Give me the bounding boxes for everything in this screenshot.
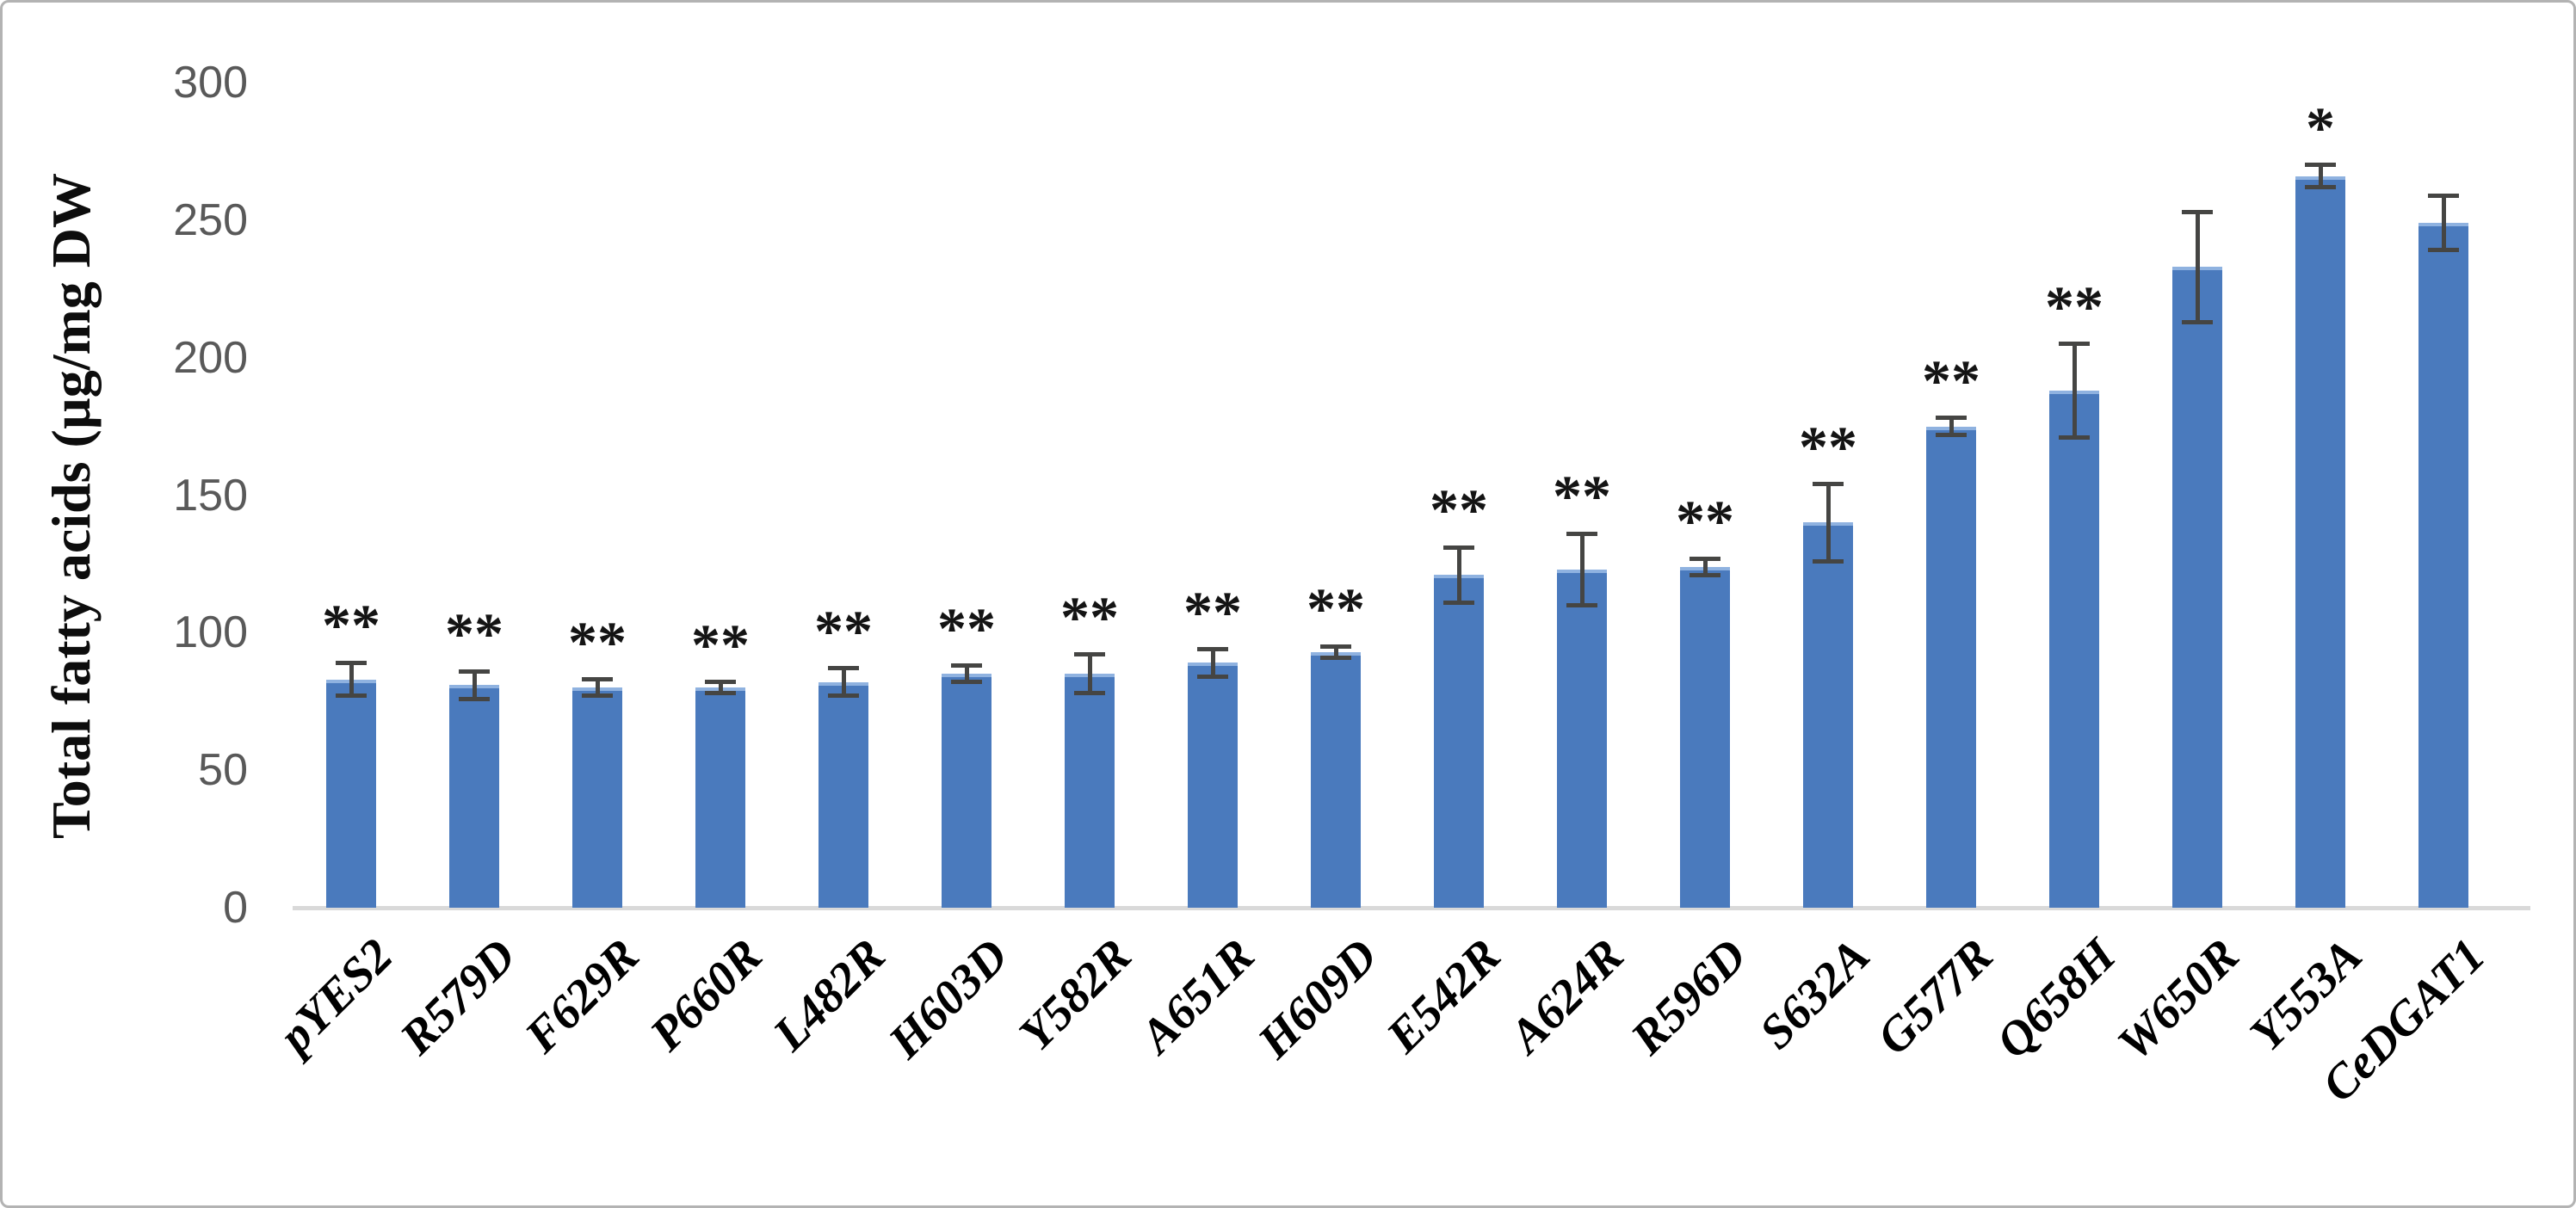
error-bar-R596D xyxy=(1702,558,1708,576)
bar-S632A xyxy=(1803,522,1853,908)
error-bar-cap xyxy=(1197,647,1228,651)
error-bar-cap xyxy=(336,660,367,665)
significance-marker-S632A: ** xyxy=(1799,413,1857,479)
bar-H609D xyxy=(1311,651,1361,908)
error-bar-cap xyxy=(1443,545,1474,550)
bar-Q658H xyxy=(2049,391,2099,908)
significance-marker-H603D: ** xyxy=(937,595,996,661)
error-bar-G577R xyxy=(1949,417,1954,435)
error-bar-L482R xyxy=(841,668,846,696)
y-tick-label: 100 xyxy=(173,607,248,658)
error-bar-cap xyxy=(2059,342,2090,347)
significance-marker-A624R: ** xyxy=(1553,463,1611,529)
error-bar-cap xyxy=(1566,602,1597,607)
error-bar-cap xyxy=(1197,674,1228,679)
bar-L482R xyxy=(819,681,868,908)
error-bar-cap xyxy=(459,696,490,701)
error-bar-cap xyxy=(1566,531,1597,536)
error-bar-cap xyxy=(1320,644,1351,649)
bar-A651R xyxy=(1188,663,1238,908)
error-bar-cap xyxy=(2182,319,2213,324)
significance-marker-R596D: ** xyxy=(1676,488,1734,554)
error-bar-cap xyxy=(2428,193,2459,198)
error-bar-R579D xyxy=(472,671,477,700)
y-tick-label: 0 xyxy=(223,883,248,933)
error-bar-cap xyxy=(582,677,613,682)
error-bar-cap xyxy=(1813,482,1844,487)
bar-F629R xyxy=(572,687,622,908)
significance-marker-L482R: ** xyxy=(814,597,873,663)
error-bar-cap xyxy=(1813,558,1844,564)
error-bar-cap xyxy=(705,680,736,685)
bar-W650R xyxy=(2172,267,2222,908)
error-bar-CeDGAT1 xyxy=(2441,195,2446,250)
significance-marker-A651R: ** xyxy=(1183,578,1242,644)
error-bar-cap xyxy=(2059,435,2090,440)
significance-marker-P660R: ** xyxy=(691,611,750,677)
x-axis-line xyxy=(293,906,2530,910)
error-bar-cap xyxy=(951,680,982,685)
error-bar-cap xyxy=(2428,248,2459,253)
error-bar-cap xyxy=(828,693,859,699)
error-bar-Y582R xyxy=(1087,654,1092,693)
bar-R596D xyxy=(1680,566,1730,908)
error-bar-cap xyxy=(1690,556,1720,561)
significance-marker-Y553A: * xyxy=(2306,94,2335,160)
error-bar-cap xyxy=(2305,184,2336,189)
error-bar-S632A xyxy=(1825,484,1831,562)
error-bar-cap xyxy=(336,693,367,699)
significance-marker-pYES2: ** xyxy=(322,592,380,658)
error-bar-cap xyxy=(1936,416,1967,421)
y-tick-label: 50 xyxy=(198,745,248,796)
error-bar-cap xyxy=(1443,600,1474,605)
error-bar-cap xyxy=(1074,691,1105,696)
bar-A624R xyxy=(1557,569,1607,908)
significance-marker-F629R: ** xyxy=(568,608,627,675)
y-tick-label: 250 xyxy=(173,194,248,245)
significance-marker-Y582R: ** xyxy=(1060,583,1119,650)
bar-CeDGAT1 xyxy=(2418,223,2468,908)
error-bar-P660R xyxy=(718,681,723,693)
error-bar-W650R xyxy=(2195,212,2200,323)
y-tick-label: 200 xyxy=(173,332,248,383)
error-bar-E542R xyxy=(1456,547,1461,603)
significance-marker-Q658H: ** xyxy=(2045,273,2103,339)
bar-R579D xyxy=(449,685,499,908)
bar-P660R xyxy=(695,687,745,908)
y-tick-label: 150 xyxy=(173,470,248,521)
bar-E542R xyxy=(1434,575,1484,908)
significance-marker-H609D: ** xyxy=(1307,576,1365,642)
error-bar-A624R xyxy=(1579,533,1585,606)
error-bar-cap xyxy=(1690,572,1720,577)
error-bar-cap xyxy=(1074,652,1105,657)
error-bar-pYES2 xyxy=(349,663,354,696)
error-bar-A651R xyxy=(1210,649,1215,677)
error-bar-cap xyxy=(951,663,982,669)
error-bar-cap xyxy=(828,666,859,671)
significance-marker-R579D: ** xyxy=(445,601,503,667)
bar-pYES2 xyxy=(326,679,376,908)
error-bar-Y553A xyxy=(2318,164,2323,188)
error-bar-cap xyxy=(1320,655,1351,660)
error-bar-F629R xyxy=(595,679,600,696)
significance-marker-E542R: ** xyxy=(1430,477,1488,543)
bar-Y553A xyxy=(2295,176,2345,908)
error-bar-H609D xyxy=(1333,646,1338,658)
bar-Y582R xyxy=(1065,674,1115,908)
error-bar-Q658H xyxy=(2072,343,2077,438)
error-bar-cap xyxy=(459,669,490,674)
error-bar-cap xyxy=(582,693,613,699)
bar-G577R xyxy=(1926,426,1976,908)
y-tick-label: 300 xyxy=(173,58,248,108)
error-bar-cap xyxy=(705,691,736,696)
error-bar-H603D xyxy=(964,665,969,682)
bar-H603D xyxy=(942,674,991,908)
error-bar-cap xyxy=(1936,432,1967,437)
error-bar-cap xyxy=(2305,163,2336,168)
significance-marker-G577R: ** xyxy=(1922,347,1980,413)
error-bar-cap xyxy=(2182,209,2213,214)
